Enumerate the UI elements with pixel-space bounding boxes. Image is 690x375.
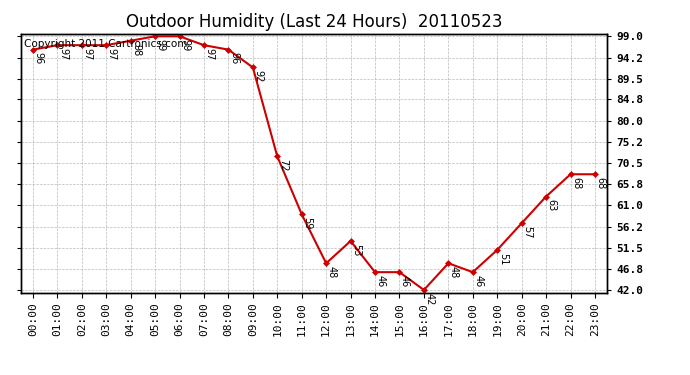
Text: 68: 68 <box>595 177 606 189</box>
Text: 51: 51 <box>497 253 508 265</box>
Text: 97: 97 <box>58 48 68 60</box>
Text: 96: 96 <box>34 53 43 64</box>
Text: 99: 99 <box>156 39 166 51</box>
Text: 57: 57 <box>522 226 532 238</box>
Text: 96: 96 <box>229 53 239 64</box>
Text: 99: 99 <box>180 39 190 51</box>
Text: 68: 68 <box>571 177 581 189</box>
Text: 48: 48 <box>449 266 459 278</box>
Title: Outdoor Humidity (Last 24 Hours)  20110523: Outdoor Humidity (Last 24 Hours) 2011052… <box>126 13 502 31</box>
Text: 53: 53 <box>351 244 361 256</box>
Text: 97: 97 <box>107 48 117 60</box>
Text: 92: 92 <box>253 70 264 82</box>
Text: 46: 46 <box>473 275 484 287</box>
Text: 59: 59 <box>302 217 313 229</box>
Text: 72: 72 <box>278 159 288 172</box>
Text: 46: 46 <box>375 275 386 287</box>
Text: 63: 63 <box>546 199 557 211</box>
Text: Copyright 2011 Cartronics.com: Copyright 2011 Cartronics.com <box>23 39 187 49</box>
Text: 97: 97 <box>82 48 92 60</box>
Text: 46: 46 <box>400 275 410 287</box>
Text: 42: 42 <box>424 293 435 305</box>
Text: 98: 98 <box>131 44 141 56</box>
Text: 48: 48 <box>327 266 337 278</box>
Text: 97: 97 <box>204 48 215 60</box>
